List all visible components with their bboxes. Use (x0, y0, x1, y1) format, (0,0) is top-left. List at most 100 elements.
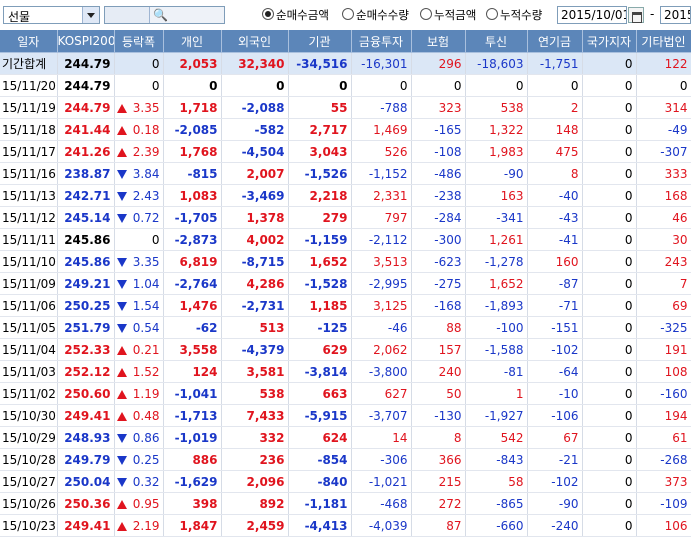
insurance-cell: 272 (411, 492, 466, 515)
column-header[interactable]: 외국인 (221, 30, 289, 53)
code-segment[interactable] (105, 7, 150, 23)
column-header[interactable]: 기타법인 (636, 30, 691, 53)
radio-cumulative-amount[interactable]: 누적금액 (420, 7, 476, 23)
institution-cell: -5,915 (288, 404, 352, 427)
table-row[interactable]: 15/10/23 249.41 2.19 1,847 2,459 -4,413 -4,039… (0, 514, 691, 537)
institution-cell: -1,181 (288, 492, 352, 515)
table-row[interactable]: 15/11/20 244.79 0 0 0 0 0 0 0 0 0 0 (0, 74, 691, 97)
pension-cell: 148 (527, 118, 583, 141)
column-header[interactable]: 일자 (0, 30, 58, 53)
kospi200-cell: 249.21 (57, 272, 115, 295)
individual-cell: 886 (163, 448, 222, 471)
financial-invest-cell: 3,513 (351, 250, 412, 273)
other-corp-cell: 191 (636, 338, 691, 361)
arrow-up-icon (116, 389, 127, 399)
insurance-cell: 0 (411, 74, 466, 97)
table-row[interactable]: 15/10/28 249.79 0.25 886 236 -854 -306 366 -843-… (0, 448, 691, 471)
column-header[interactable]: 국가지자 (582, 30, 637, 53)
kospi200-cell: 250.04 (57, 470, 115, 493)
table-row[interactable]: 기간합계 244.79 0 2,053 32,340 -34,516 -16,301 296-… (0, 52, 691, 75)
invest-trust-cell: -843 (465, 448, 528, 471)
individual-cell: -1,019 (163, 426, 222, 449)
table-row[interactable]: 15/11/02 250.60 1.19 -1,041 538 663 627 50 1 -10 0… (0, 382, 691, 405)
table-row[interactable]: 15/10/26 250.36 0.95 398 892 -1,181 -468 272 -86… (0, 492, 691, 515)
other-corp-cell: 108 (636, 360, 691, 383)
table-row[interactable]: 15/10/30 249.41 0.48 -1,713 7,433 -5,915 -3,70… (0, 404, 691, 427)
financial-invest-cell: 1,469 (351, 118, 412, 141)
table-row[interactable]: 15/11/04 252.33 0.21 3,558 -4,379 629 2,062 157… (0, 338, 691, 361)
individual-cell: 1,768 (163, 140, 222, 163)
market-select[interactable]: 선물 (3, 6, 100, 24)
institution-cell: 1,185 (288, 294, 352, 317)
table-row[interactable]: 15/11/09 249.21 1.04 -2,764 4,286 -1,528 -2,99… (0, 272, 691, 295)
table-row[interactable]: 15/11/17 241.26 2.39 1,768 -4,504 3,043 526 -10… (0, 140, 691, 163)
insurance-cell: -300 (411, 228, 466, 251)
insurance-cell: -108 (411, 140, 466, 163)
government-cell: 0 (582, 96, 637, 119)
change-value: 0.18 (132, 122, 160, 137)
financial-invest-cell: -3,800 (351, 360, 412, 383)
column-header[interactable]: 보험 (411, 30, 466, 53)
table-row[interactable]: 15/11/13 242.71 2.43 1,083 -3,469 2,218 2,331-… (0, 184, 691, 207)
column-header[interactable]: 개인 (163, 30, 222, 53)
financial-invest-cell: -46 (351, 316, 412, 339)
radio-net-amount[interactable]: 순매수금액 (262, 7, 329, 23)
date-cell: 15/11/06 (0, 294, 58, 317)
column-header[interactable]: 기관 (288, 30, 352, 53)
change-value: 0.32 (132, 474, 160, 489)
financial-invest-cell: 2,062 (351, 338, 412, 361)
column-header[interactable]: KOSPI200 (57, 30, 115, 53)
table-row[interactable]: 15/11/11 245.86 0 -2,873 4,002 -1,159 -2,112 -3… (0, 228, 691, 251)
change-value: 1.19 (132, 386, 160, 401)
insurance-cell: -623 (411, 250, 466, 273)
table-row[interactable]: 15/10/27 250.04 0.32 -1,629 2,096 -840 -1,021 2… (0, 470, 691, 493)
column-header[interactable]: 연기금 (527, 30, 583, 53)
other-corp-cell: 0 (636, 74, 691, 97)
pension-cell: 8 (527, 162, 583, 185)
change-value: 3.35 (132, 100, 160, 115)
kospi200-cell: 250.36 (57, 492, 115, 515)
table-row[interactable]: 15/11/12 245.14 0.72 -1,705 1,378 279 797 -284-… (0, 206, 691, 229)
table-row[interactable]: 15/10/29 248.93 0.86 -1,019 332 624 14 8 542 67 0 6… (0, 426, 691, 449)
institution-cell: 2,218 (288, 184, 352, 207)
date-cell: 15/10/30 (0, 404, 58, 427)
date-cell: 15/11/18 (0, 118, 58, 141)
radio-cumulative-quantity[interactable]: 누적수량 (486, 7, 542, 23)
insurance-cell: 88 (411, 316, 466, 339)
column-header[interactable]: 금융투자 (351, 30, 412, 53)
table-row[interactable]: 15/11/06 250.25 1.54 1,476 -2,731 1,185 3,125-… (0, 294, 691, 317)
insurance-cell: 240 (411, 360, 466, 383)
radio-label: 누적금액 (434, 8, 477, 22)
individual-cell: -2,085 (163, 118, 222, 141)
pension-cell: -106 (527, 404, 583, 427)
table-row[interactable]: 15/11/05 251.79 0.54 -62 513 -125 -46 88 -100 -15… (0, 316, 691, 339)
table-row[interactable]: 15/11/18 241.44 0.18 -2,085 -582 2,717 1,469 -1… (0, 118, 691, 141)
table-row[interactable]: 15/11/19 244.79 3.35 1,718 -2,088 55 -788 323 53… (0, 96, 691, 119)
kospi200-cell: 252.12 (57, 360, 115, 383)
kospi200-cell: 250.25 (57, 294, 115, 317)
date-cell: 15/11/09 (0, 272, 58, 295)
change-cell: 1.52 (114, 360, 164, 383)
foreign-cell: 513 (221, 316, 289, 339)
date-cell: 기간합계 (0, 52, 58, 75)
calendar-icon[interactable] (628, 7, 644, 23)
column-header[interactable]: 등락폭 (114, 30, 164, 53)
institution-cell: 55 (288, 96, 352, 119)
government-cell: 0 (582, 470, 637, 493)
toolbar: 선물 🔍 순매수금액 순매수수량 누적금액 누적수량 2015/10/01 - … (0, 0, 691, 29)
chevron-down-icon[interactable] (82, 7, 99, 23)
government-cell: 0 (582, 404, 637, 427)
individual-cell: -1,705 (163, 206, 222, 229)
end-date-input[interactable]: 2015 (660, 6, 691, 24)
foreign-cell: -2,731 (221, 294, 289, 317)
search-icon[interactable]: 🔍 (153, 8, 168, 22)
institution-cell: -34,516 (288, 52, 352, 75)
table-row[interactable]: 15/11/10 245.86 3.35 6,819 -8,715 1,652 3,513-… (0, 250, 691, 273)
table-row[interactable]: 15/11/16 238.87 3.84 -815 2,007 -1,526 -1,152-… (0, 162, 691, 185)
column-header[interactable]: 투신 (465, 30, 528, 53)
change-value: 3.35 (132, 254, 160, 269)
start-date-input[interactable]: 2015/10/01 (557, 6, 627, 24)
table-row[interactable]: 15/11/03 252.12 1.52 124 3,581 -3,814 -3,800 24… (0, 360, 691, 383)
radio-net-quantity[interactable]: 순매수수량 (342, 7, 409, 23)
code-search-field[interactable]: 🔍 (104, 6, 225, 24)
